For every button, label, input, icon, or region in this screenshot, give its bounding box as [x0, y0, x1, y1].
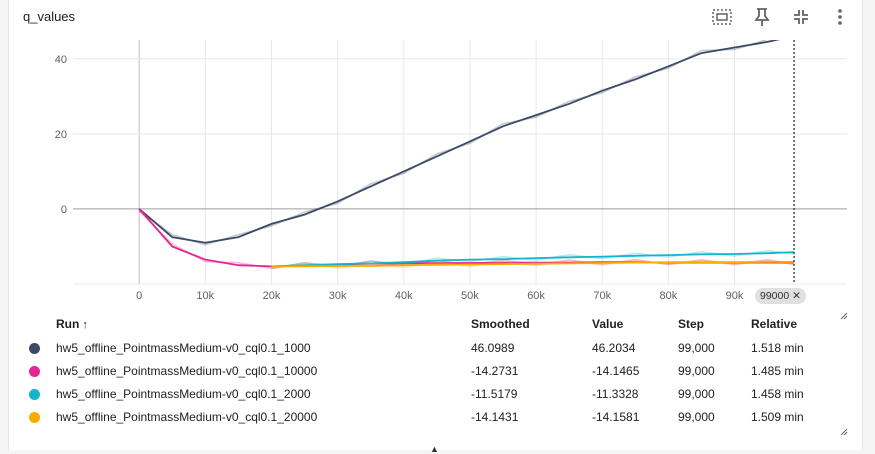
scalar-card: q_values 0 10k 20k 30k 40k 50k 60k 70k 80k 90k 0 20… [8, 0, 863, 450]
series-raw-line-0 [138, 40, 772, 246]
hover-step-label: 99000 [760, 290, 790, 302]
series-raw-line-3 [271, 258, 795, 270]
table-row: hw5_offline_PointmassMedium-v0_cql0.1_20… [9, 383, 862, 406]
run-name: hw5_offline_PointmassMedium-v0_cql0.1_10… [56, 364, 318, 378]
card-title: q_values [23, 9, 76, 24]
step-column-header[interactable]: Step [678, 317, 705, 331]
hover-step-tag[interactable]: 99000 ✕ [755, 288, 806, 304]
step-value: 99,000 [678, 341, 715, 355]
run-color-dot [29, 389, 40, 400]
relative-time: 1.458 min [751, 387, 804, 401]
step-value: 99,000 [678, 364, 715, 378]
y-tick-label: 20 [55, 129, 67, 141]
sort-arrow-icon[interactable]: ↑ [82, 319, 88, 331]
x-tick-label: 90k [726, 290, 744, 302]
relative-time: 1.509 min [751, 410, 804, 424]
run-column-header[interactable]: Run ↑ [56, 317, 88, 331]
series-line-0 [138, 40, 781, 244]
smoothed-value: -14.2731 [471, 364, 519, 378]
relative-time: 1.518 min [751, 341, 804, 355]
run-name: hw5_offline_PointmassMedium-v0_cql0.1_20… [56, 387, 311, 401]
raw-value: -11.3328 [592, 387, 639, 401]
smoothed-value: 46.0989 [471, 341, 515, 355]
x-tick-label: 50k [461, 290, 479, 302]
table-row: hw5_offline_PointmassMedium-v0_cql0.1_20… [9, 406, 862, 429]
resize-handle-icon[interactable] [840, 307, 848, 320]
run-color-dot [29, 343, 40, 354]
pin-icon[interactable] [750, 5, 774, 29]
x-tick-label: 30k [329, 290, 347, 302]
x-tick-label: 60k [527, 290, 545, 302]
y-tick-label: 0 [61, 204, 67, 216]
table-row: hw5_offline_PointmassMedium-v0_cql0.1_10… [9, 337, 862, 360]
x-tick-label: 10k [196, 290, 214, 302]
expand-caret-icon[interactable]: ▲ [430, 444, 439, 454]
run-name: hw5_offline_PointmassMedium-v0_cql0.1_10… [56, 341, 311, 355]
step-value: 99,000 [678, 410, 715, 424]
more-vert-icon[interactable] [828, 5, 852, 29]
line-chart[interactable]: 0 10k 20k 30k 40k 50k 60k 70k 80k 90k 0 20 40 [9, 0, 862, 320]
series-raw-line-2 [271, 249, 795, 270]
raw-value: -14.1465 [592, 364, 640, 378]
series-line-3 [271, 260, 795, 268]
close-icon[interactable]: ✕ [792, 290, 801, 302]
relative-column-header[interactable]: Relative [751, 317, 798, 331]
run-color-dot [29, 412, 40, 423]
run-name: hw5_offline_PointmassMedium-v0_cql0.1_20… [56, 410, 318, 424]
value-column-header[interactable]: Value [592, 317, 624, 331]
smoothed-column-header[interactable]: Smoothed [471, 317, 530, 331]
relative-time: 1.485 min [751, 364, 804, 378]
x-tick-label: 20k [263, 290, 281, 302]
smoothed-value: -11.5179 [471, 387, 518, 401]
resize-handle-icon[interactable] [840, 423, 848, 436]
y-tick-label: 40 [55, 54, 67, 66]
x-tick-label: 80k [660, 290, 678, 302]
x-tick-label: 40k [395, 290, 413, 302]
raw-value: -14.1581 [592, 410, 640, 424]
x-tick-label: 70k [593, 290, 611, 302]
fit-domain-icon[interactable] [710, 5, 734, 29]
run-color-dot [29, 366, 40, 377]
table-header-row: Run ↑ Smoothed Value Step Relative [9, 313, 862, 336]
collapse-icon[interactable] [789, 5, 813, 29]
table-row: hw5_offline_PointmassMedium-v0_cql0.1_10… [9, 360, 862, 383]
x-tick-label: 0 [136, 290, 142, 302]
step-value: 99,000 [678, 387, 715, 401]
raw-value: 46.2034 [592, 341, 636, 355]
smoothed-value: -14.1431 [471, 410, 519, 424]
series-line-2 [271, 251, 795, 268]
